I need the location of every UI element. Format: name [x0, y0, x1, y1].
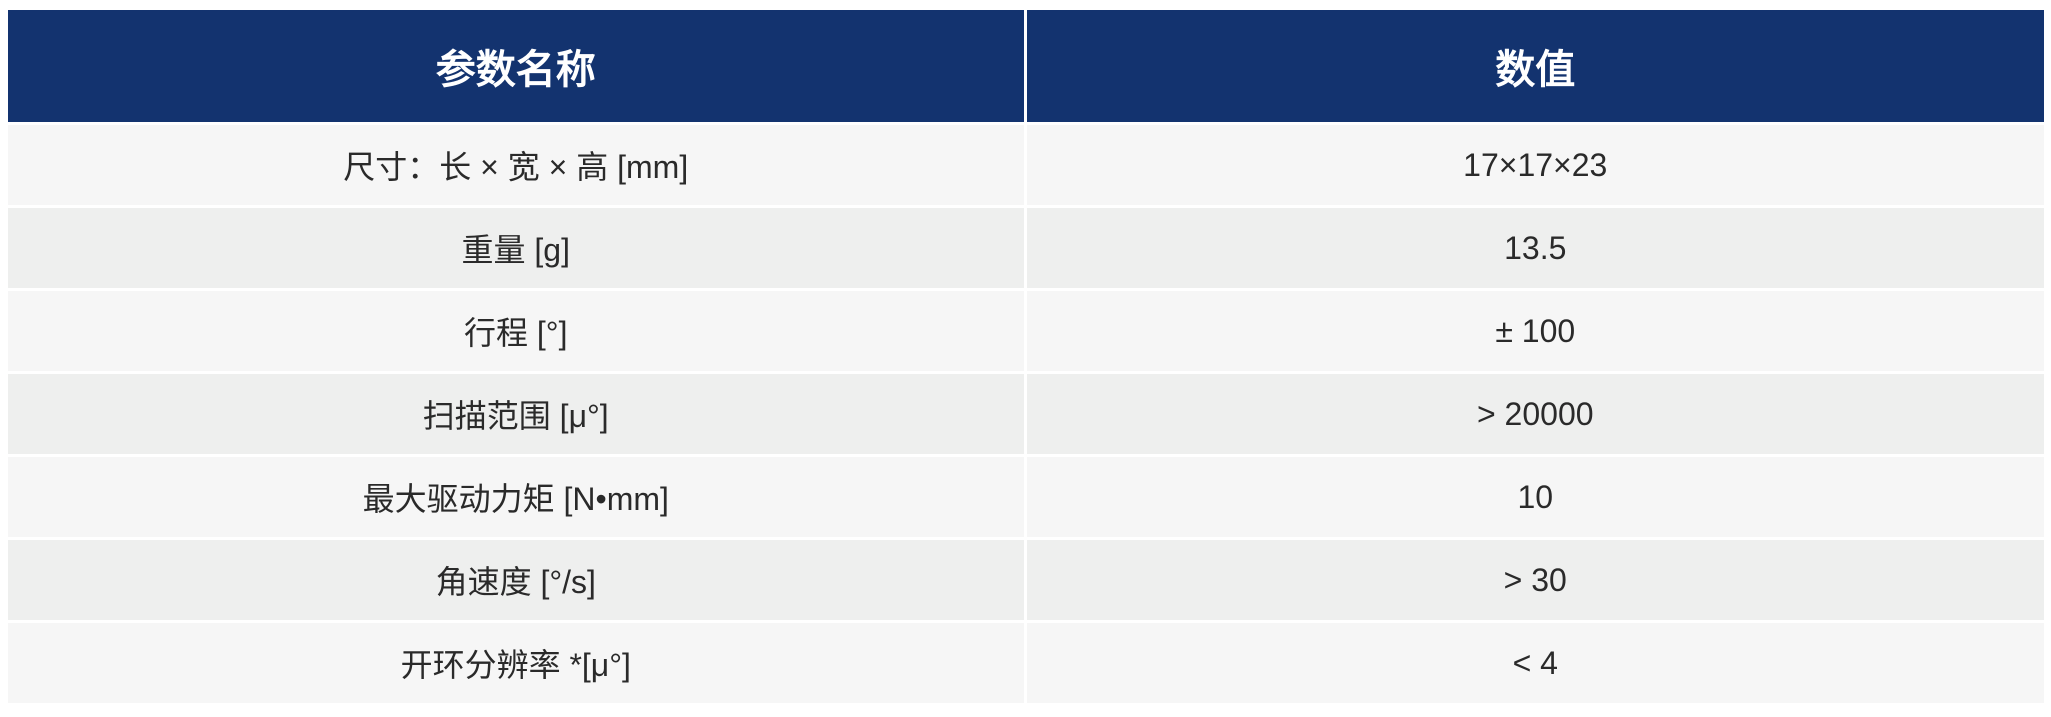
table-row: 开环分辨率 *[μ°] < 4	[8, 620, 2044, 706]
param-value: > 30	[1023, 537, 2044, 623]
table-row: 行程 [°] ± 100	[8, 288, 2044, 374]
param-name: 扫描范围 [μ°]	[8, 371, 1027, 457]
param-name: 尺寸：长 × 宽 × 高 [mm]	[8, 122, 1027, 208]
table-row: 角速度 [°/s] > 30	[8, 537, 2044, 623]
table-row: 扫描范围 [μ°] > 20000	[8, 371, 2044, 457]
header-cell: 参数名称	[8, 10, 1027, 125]
header-cell: 数值	[1023, 10, 2044, 125]
param-name: 角速度 [°/s]	[8, 537, 1027, 623]
param-name: 开环分辨率 *[μ°]	[8, 620, 1027, 706]
table-header: 参数名称 数值	[8, 10, 2044, 125]
param-value: 13.5	[1023, 205, 2044, 291]
param-name: 行程 [°]	[8, 288, 1027, 374]
table-body: 尺寸：长 × 宽 × 高 [mm] 17×17×23 重量 [g] 13.5 行程 [°…	[8, 122, 2044, 706]
param-value: 10	[1023, 454, 2044, 540]
param-name: 最大驱动力矩 [N•mm]	[8, 454, 1027, 540]
table-row: 最大驱动力矩 [N•mm] 10	[8, 454, 2044, 540]
table-row: 尺寸：长 × 宽 × 高 [mm] 17×17×23	[8, 122, 2044, 208]
header-row: 参数名称 数值	[8, 10, 2044, 125]
param-value: < 4	[1023, 620, 2044, 706]
spec-table: 参数名称 数值 尺寸：长 × 宽 × 高 [mm] 17×17×23 重量 [g] 13…	[8, 10, 2044, 706]
param-name: 重量 [g]	[8, 205, 1027, 291]
param-value: 17×17×23	[1023, 122, 2044, 208]
param-value: ± 100	[1023, 288, 2044, 374]
param-value: > 20000	[1023, 371, 2044, 457]
table-row: 重量 [g] 13.5	[8, 205, 2044, 291]
